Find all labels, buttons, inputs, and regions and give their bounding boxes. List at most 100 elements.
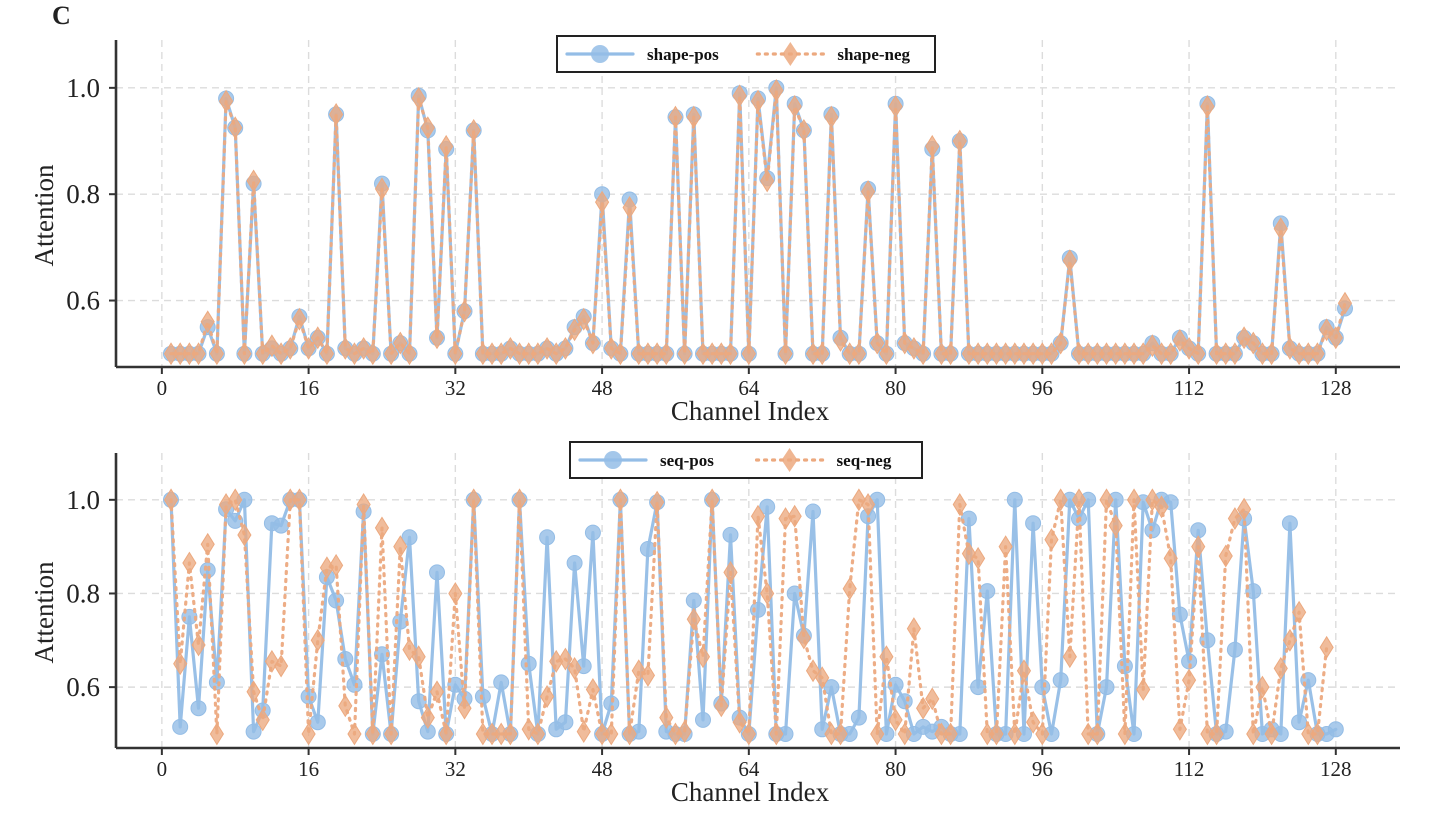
data-point-shape-neg <box>429 326 445 350</box>
data-point-shape-neg <box>448 342 463 366</box>
data-point-shape-neg <box>567 318 582 342</box>
data-point-seq-neg <box>1026 710 1041 734</box>
legend-label-seq-pos: seq-pos <box>660 451 714 470</box>
data-point-seq-pos <box>346 676 363 693</box>
legend-marker-shape-neg <box>782 42 799 66</box>
data-point-seq-neg <box>1136 678 1151 701</box>
data-point-seq-neg <box>365 722 380 746</box>
data-point-seq-neg <box>971 546 986 570</box>
data-point-shape-neg <box>915 342 931 366</box>
data-point-shape-neg <box>613 342 628 366</box>
data-point-seq-neg <box>897 722 912 746</box>
data-point-seq-neg <box>228 488 243 512</box>
data-point-shape-neg <box>393 331 408 355</box>
data-point-seq-neg <box>246 680 261 704</box>
data-point-seq-neg <box>640 663 656 687</box>
y-tick-label: 0.6 <box>66 286 100 316</box>
data-point-seq-neg <box>439 722 454 746</box>
data-point-seq-pos <box>172 718 189 735</box>
data-point-seq-neg <box>1035 722 1050 746</box>
data-point-seq-pos <box>979 583 996 600</box>
x-tick-label: 48 <box>592 376 613 400</box>
data-point-shape-neg <box>1136 342 1151 366</box>
data-point-shape-neg <box>466 118 481 142</box>
data-point-seq-neg <box>1062 645 1077 669</box>
data-point-seq-neg <box>750 504 766 528</box>
x-tick-label: 16 <box>298 376 319 400</box>
legend-label-shape-neg: shape-neg <box>837 45 910 64</box>
x-axis-label: Channel Index <box>671 777 830 807</box>
data-point-seq-neg <box>163 488 179 512</box>
data-point-seq-neg <box>429 680 445 704</box>
series-seq-pos <box>163 491 1344 742</box>
data-point-seq-neg <box>787 504 802 528</box>
data-point-seq-neg <box>870 722 885 746</box>
x-tick-label: 112 <box>1174 757 1205 781</box>
data-point-seq-pos <box>722 526 739 543</box>
data-point-seq-neg <box>915 696 931 720</box>
data-point-seq-neg <box>420 706 435 730</box>
data-point-seq-neg <box>732 710 747 734</box>
x-tick-label: 80 <box>885 376 906 400</box>
data-point-shape-neg <box>1227 342 1242 366</box>
data-point-seq-pos <box>1291 714 1308 731</box>
x-tick-label: 16 <box>298 757 319 781</box>
legend: seq-pos seq-neg <box>569 441 923 479</box>
data-point-seq-neg <box>741 722 756 746</box>
y-axis-label: Attention <box>29 164 59 266</box>
data-point-shape-neg <box>255 342 270 366</box>
data-point-seq-neg <box>1099 488 1114 512</box>
data-point-shape-neg <box>1237 326 1252 350</box>
data-point-shape-neg <box>833 328 848 352</box>
chart-shape: 0 16 32 48 64 80 96 112 128 0.6 0.8 1.0 Channel Inde… <box>29 35 1400 426</box>
data-point-seq-neg <box>292 488 307 512</box>
data-point-seq-neg <box>576 720 591 744</box>
data-point-seq-neg <box>1282 628 1298 652</box>
data-point-seq-neg <box>714 694 729 718</box>
data-point-seq-neg <box>1209 722 1224 746</box>
data-point-shape-neg <box>1264 342 1279 366</box>
data-point-seq-pos <box>960 510 977 527</box>
data-point-shape-neg <box>686 105 701 129</box>
data-point-seq-pos <box>328 592 345 609</box>
data-point-seq-neg <box>842 577 857 601</box>
data-point-seq-pos <box>1034 679 1051 696</box>
x-tick-label: 64 <box>738 757 760 781</box>
data-point-seq-pos <box>759 498 776 515</box>
data-point-shape-neg <box>622 196 637 219</box>
data-point-seq-pos <box>1025 515 1042 532</box>
legend-label-shape-pos: shape-pos <box>647 45 719 64</box>
data-point-seq-neg <box>301 722 316 746</box>
data-point-seq-neg <box>998 535 1013 559</box>
data-point-shape-neg <box>897 331 912 355</box>
data-point-seq-neg <box>723 560 738 584</box>
data-point-shape-neg <box>576 307 591 331</box>
data-point-seq-pos <box>539 529 556 546</box>
x-tick-label: 0 <box>157 376 168 400</box>
data-point-shape-neg <box>668 105 683 129</box>
data-point-seq-neg <box>1154 495 1169 519</box>
data-point-shape-neg <box>787 95 802 118</box>
data-point-seq-neg <box>1007 722 1022 746</box>
data-point-seq-pos <box>850 709 867 726</box>
data-point-seq-pos <box>786 585 803 602</box>
data-point-shape-neg <box>860 180 876 203</box>
data-point-shape-neg <box>218 89 234 113</box>
data-point-seq-neg <box>402 638 417 662</box>
data-point-shape-neg <box>1337 291 1353 315</box>
data-point-seq-neg <box>613 488 628 512</box>
x-tick-label: 128 <box>1320 376 1352 400</box>
data-point-seq-pos <box>208 674 225 691</box>
data-point-seq-neg <box>1264 722 1279 746</box>
data-point-seq-neg <box>173 652 188 676</box>
data-point-seq-pos <box>805 503 821 520</box>
legend: shape-pos shape-neg <box>556 35 936 73</box>
data-point-seq-pos <box>887 676 904 693</box>
series-shape-neg <box>163 79 1353 366</box>
data-point-shape-neg <box>952 129 967 153</box>
y-tick-label: 1.0 <box>66 485 100 515</box>
data-point-shape-neg <box>374 177 390 201</box>
data-point-shape-neg <box>760 169 775 193</box>
data-point-seq-neg <box>191 633 206 657</box>
data-point-shape-neg <box>1145 334 1160 358</box>
